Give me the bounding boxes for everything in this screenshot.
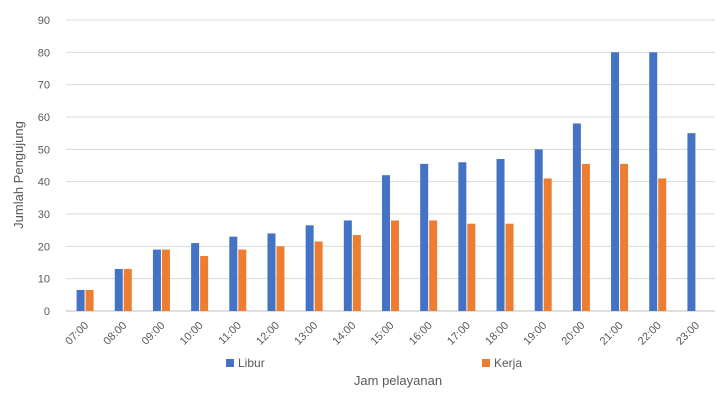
legend-label-kerja: Kerja [494,356,522,370]
bar-kerja-1400 [352,235,361,311]
gridlines [66,19,715,312]
bar-kerja-1700 [467,223,476,311]
bar-libur-1300 [305,225,314,311]
x-tick-label: 10:00 [178,320,206,348]
legend: Libur Kerja [226,356,522,370]
bar-libur-2100 [611,52,620,311]
y-axis-ticks: 0 10 20 30 40 50 60 70 80 90 [38,15,50,318]
y-tick-label: 30 [38,209,50,221]
y-tick-label: 0 [44,306,50,318]
y-tick-label: 10 [38,274,50,286]
bars [76,52,696,311]
y-tick-label: 70 [38,80,50,92]
x-tick-label: 14:00 [330,320,358,348]
bar-kerja-1500 [391,220,399,311]
bar-libur-1800 [496,159,505,311]
y-tick-label: 20 [38,241,50,253]
legend-swatch-kerja [482,359,490,367]
bar-kerja-0800 [123,268,132,311]
bar-libur-1100 [229,236,238,311]
y-tick-label: 40 [38,177,50,189]
x-axis-ticks: 07:00 08:00 09:00 10:00 11:00 12:00 13:00 14:00… [63,320,702,348]
x-tick-label: 13:00 [292,320,320,348]
x-tick-label: 22:00 [636,320,664,348]
x-tick-label: 18:00 [483,320,511,348]
bar-libur-2000 [572,123,581,311]
x-tick-label: 12:00 [254,320,282,348]
bar-kerja-2200 [658,178,667,311]
bar-libur-1200 [267,233,276,311]
x-tick-label: 15:00 [369,320,397,348]
bar-kerja-1600 [429,220,438,311]
bar-libur-1400 [343,220,352,311]
bar-kerja-1000 [200,256,209,311]
bar-libur-2200 [649,52,658,311]
bar-libur-1500 [382,175,390,311]
bar-libur-2300 [687,133,696,311]
legend-label-libur: Libur [238,356,265,370]
y-tick-label: 80 [38,47,50,59]
y-axis-title: Jumlah Pengujung [11,121,26,229]
bar-libur-1600 [420,163,429,311]
legend-swatch-libur [226,359,234,367]
x-tick-label: 20:00 [560,320,588,348]
y-tick-label: 50 [38,144,50,156]
bar-kerja-0700 [85,289,94,311]
bar-kerja-1800 [505,223,514,311]
bar-kerja-1900 [543,178,552,311]
bar-libur-0700 [76,289,85,311]
bar-kerja-2000 [581,163,590,311]
x-tick-label: 11:00 [217,320,244,347]
y-tick-label: 60 [38,112,50,124]
bar-libur-1900 [534,149,543,311]
bar-kerja-1100 [238,249,247,311]
bar-libur-1000 [191,243,200,311]
bar-libur-0900 [152,249,161,311]
x-tick-label: 19:00 [521,320,549,348]
bar-kerja-0900 [161,249,170,311]
x-axis-title: Jam pelayanan [354,373,442,388]
x-tick-label: 21:00 [598,320,626,348]
x-tick-label: 23:00 [674,320,702,348]
y-tick-label: 90 [38,15,50,27]
bar-kerja-2100 [620,163,629,311]
x-tick-label: 07:00 [63,320,91,348]
bar-kerja-1200 [276,246,285,311]
x-tick-label: 08:00 [101,320,129,348]
x-tick-label: 16:00 [407,320,435,348]
x-tick-label: 17:00 [445,320,473,348]
x-tick-label: 09:00 [140,320,168,348]
bar-libur-0800 [114,268,123,311]
bar-libur-1700 [458,162,467,311]
bar-kerja-1300 [314,241,323,311]
